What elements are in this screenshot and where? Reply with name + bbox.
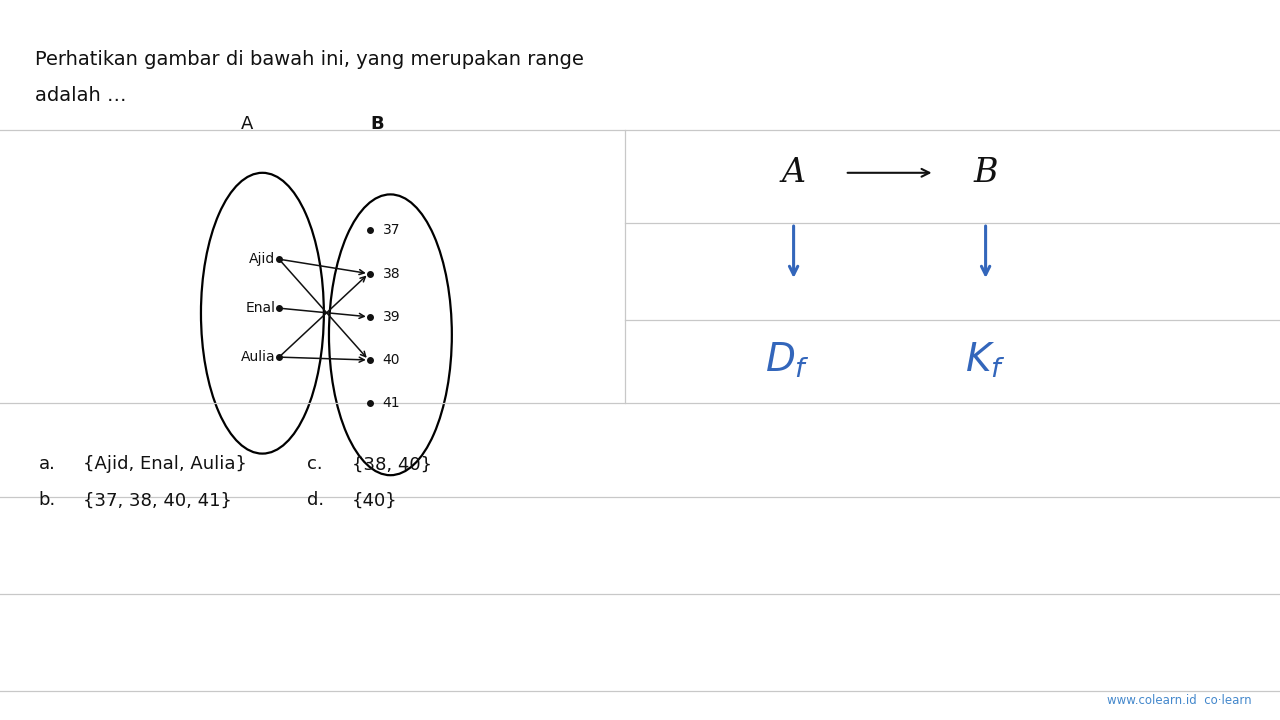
Text: {37, 38, 40, 41}: {37, 38, 40, 41}: [83, 491, 232, 510]
Text: $D_f$: $D_f$: [764, 341, 810, 379]
Text: www.colearn.id  co·learn: www.colearn.id co·learn: [1107, 694, 1252, 707]
Text: b.: b.: [38, 491, 55, 510]
Text: {Ajid, Enal, Aulia}: {Ajid, Enal, Aulia}: [83, 455, 247, 474]
Text: A: A: [241, 115, 253, 133]
Text: 40: 40: [383, 353, 401, 367]
Text: {40}: {40}: [352, 491, 398, 510]
Text: {38, 40}: {38, 40}: [352, 455, 433, 474]
Text: c.: c.: [307, 455, 323, 474]
Text: 38: 38: [383, 266, 401, 281]
Text: B: B: [371, 115, 384, 133]
Text: $K_f$: $K_f$: [965, 341, 1006, 379]
Text: 41: 41: [383, 396, 401, 410]
Text: Enal: Enal: [246, 301, 275, 315]
Text: 39: 39: [383, 310, 401, 324]
Text: Aulia: Aulia: [241, 350, 275, 364]
Text: B: B: [973, 157, 998, 189]
Text: A: A: [782, 157, 805, 189]
Text: d.: d.: [307, 491, 324, 510]
Text: 37: 37: [383, 223, 401, 238]
Text: a.: a.: [38, 455, 55, 474]
Text: Ajid: Ajid: [248, 252, 275, 266]
Text: Perhatikan gambar di bawah ini, yang merupakan range: Perhatikan gambar di bawah ini, yang mer…: [35, 50, 584, 69]
Text: adalah …: adalah …: [35, 86, 125, 105]
